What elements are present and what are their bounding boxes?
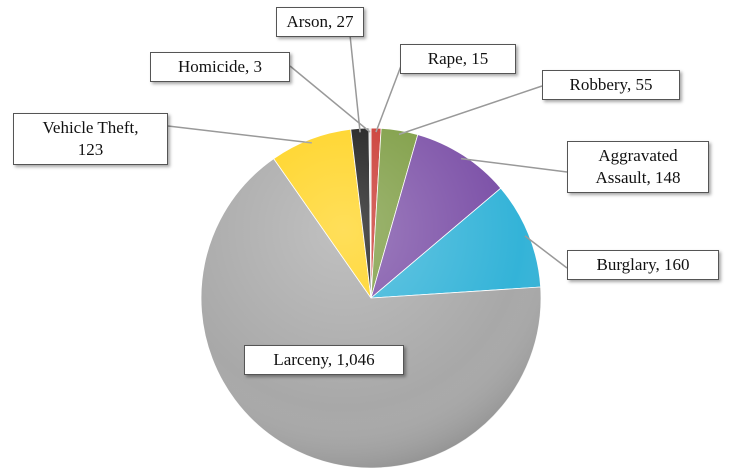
data-label: Rape, 15 (400, 44, 516, 74)
data-label: Arson, 27 (276, 7, 364, 37)
leader-line (375, 57, 405, 133)
leader-line (167, 125, 312, 144)
leader-line (398, 85, 543, 136)
leader-line (289, 65, 371, 133)
data-label: Vehicle Theft, 123 (13, 113, 168, 165)
data-label: Robbery, 55 (542, 70, 680, 100)
leader-line (349, 34, 361, 133)
data-label: Larceny, 1,046 (244, 345, 404, 375)
data-label: Burglary, 160 (567, 250, 719, 280)
data-label: Homicide, 3 (150, 52, 290, 82)
data-label: Aggravated Assault, 148 (567, 141, 709, 193)
